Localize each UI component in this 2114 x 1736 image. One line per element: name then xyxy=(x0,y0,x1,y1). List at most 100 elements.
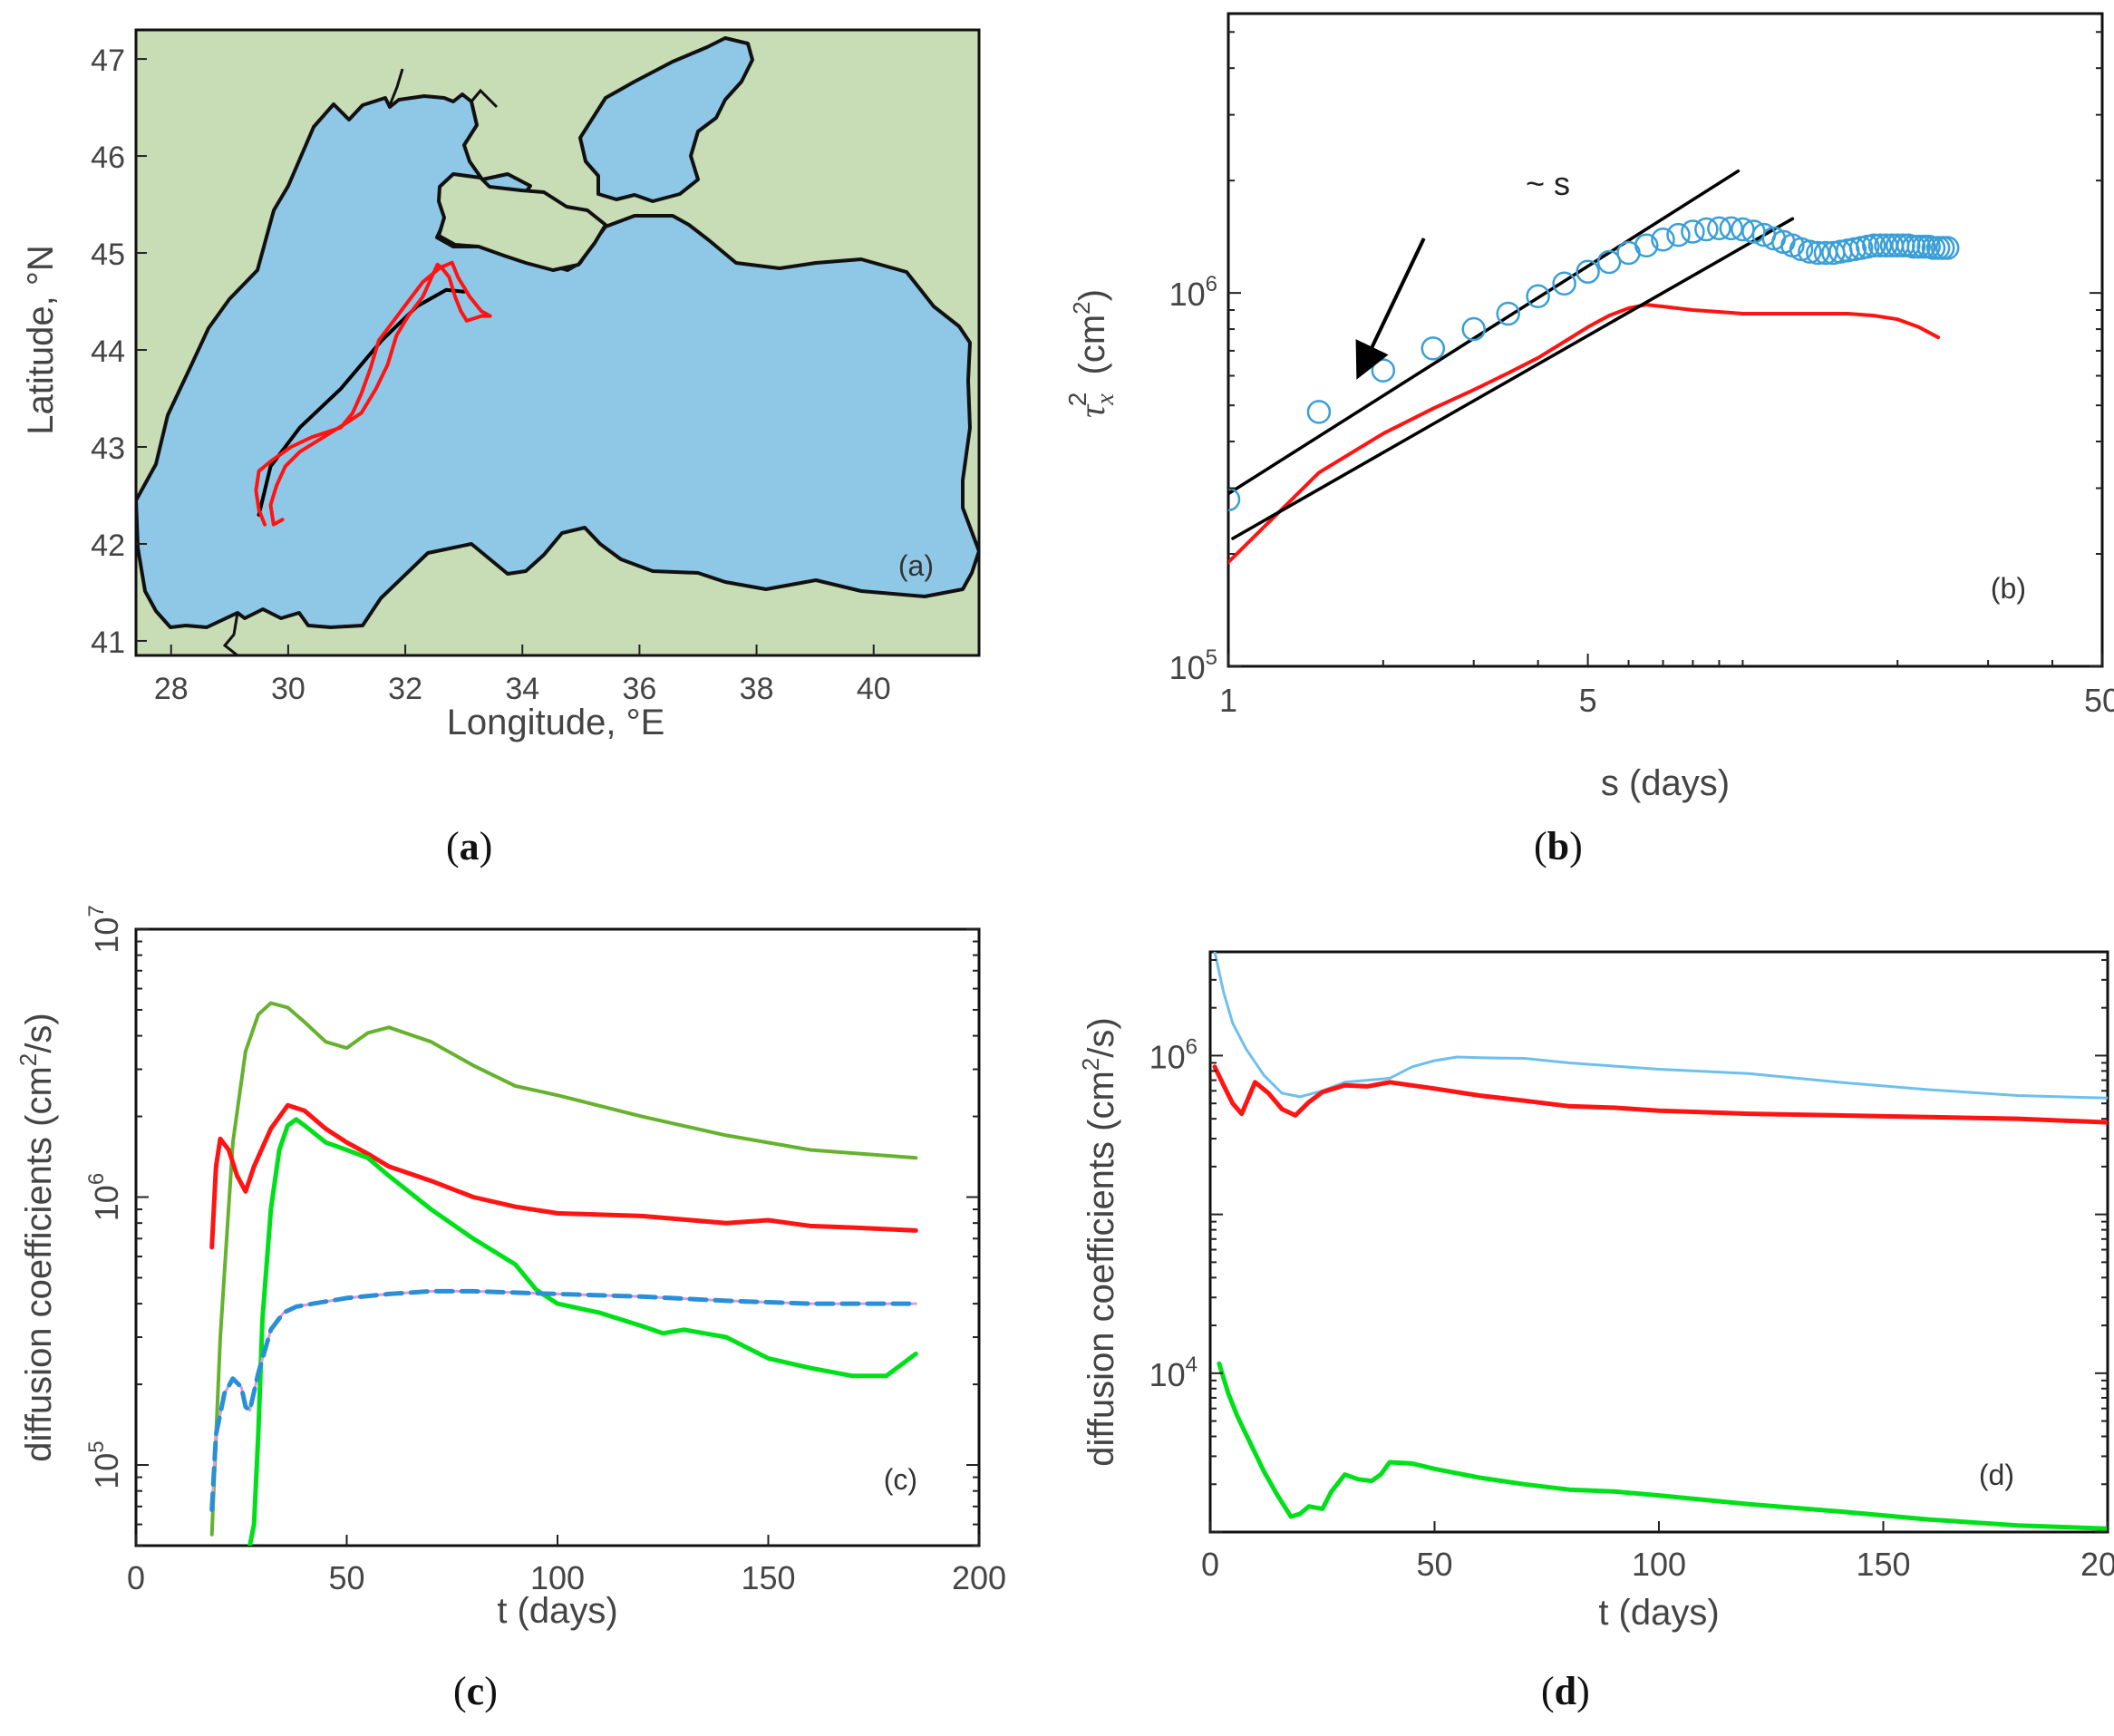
x-tick-label-d: 200 xyxy=(2080,1546,2114,1583)
data-point-circle xyxy=(1901,234,1926,259)
x-tick-label-a: 38 xyxy=(740,672,774,706)
data-point-circle xyxy=(1634,233,1659,258)
bosporus-strait xyxy=(222,612,239,655)
plot-frame-c xyxy=(134,927,981,1547)
bright_green-series xyxy=(247,1117,918,1546)
data-point-circle xyxy=(1867,233,1893,258)
axes-c: 0 50 100 150 200 105 106 107 xyxy=(84,905,1006,1596)
data-point-circle xyxy=(1596,249,1622,275)
x-tick-label-c: 0 xyxy=(127,1559,145,1596)
panel-d: 0 50 100 150 200 104 106 (d) t (days) diffusio… xyxy=(1077,950,2114,1633)
plot-frame-b xyxy=(1227,12,2104,668)
data-point-circle xyxy=(1496,301,1520,326)
red-trajectory xyxy=(254,260,492,527)
light_blue-series xyxy=(1213,952,2108,1100)
data-point-circle xyxy=(1576,259,1600,284)
data-point-circle xyxy=(1306,400,1332,424)
x-tick-label-d: 50 xyxy=(1416,1546,1452,1583)
y-tick-label-c: 107 xyxy=(84,905,125,953)
panel-a: 28 30 32 34 36 38 40 41 42 43 44 45 46 47 (a) Longitu… xyxy=(21,28,981,742)
data-point-circle xyxy=(1681,219,1705,244)
x-axis-title-b: s (days) xyxy=(1601,763,1730,803)
map-trajectories xyxy=(254,260,492,527)
y-tick-label-a: 43 xyxy=(91,432,125,466)
caption-a: (a) xyxy=(446,824,493,868)
y-tick-label-b: 106 xyxy=(1169,272,1217,313)
pink-series-under-dash xyxy=(210,1289,917,1511)
panel-b: 1 5 50 105 106 ~ s (b) s (days) τx2 (cm2) xyxy=(1063,12,2114,803)
x-tick-label-b: 5 xyxy=(1579,682,1597,719)
data-point-circle xyxy=(1421,336,1446,361)
y-axis-title-a: Latitude, °N xyxy=(21,245,61,434)
y-tick-label-b: 105 xyxy=(1169,645,1217,686)
y-tick-label-a: 41 xyxy=(91,626,125,660)
data-point-circle xyxy=(1798,239,1822,264)
axes-b: 1 5 50 105 106 xyxy=(1169,31,2114,719)
svg-text:diffusion coefficients (cm2/s): diffusion coefficients (cm2/s) xyxy=(15,1013,59,1461)
data-point-circle xyxy=(1694,217,1719,242)
map-axes: 28 30 32 34 36 38 40 41 42 43 44 45 46 47 xyxy=(91,44,890,706)
data-point-circle xyxy=(1666,222,1691,247)
x-axis-title-d: t (days) xyxy=(1598,1593,1719,1633)
y-tick-label-a: 44 xyxy=(91,335,125,369)
y-tick-label-d: 104 xyxy=(1149,1353,1198,1393)
inset-label-c: (c) xyxy=(884,1463,917,1496)
sea-of-azov xyxy=(578,36,754,203)
inset-label-a: (a) xyxy=(898,549,934,582)
y-tick-label-c: 105 xyxy=(84,1440,125,1489)
data-point-circle xyxy=(1651,227,1675,252)
x-tick-label-a: 32 xyxy=(388,672,422,706)
x-tick-label-d: 150 xyxy=(1856,1546,1910,1583)
y-tick-label-a: 46 xyxy=(91,141,125,175)
bright_green-series xyxy=(1217,1361,2108,1531)
data-point-circle xyxy=(1228,487,1241,512)
annotation-arrow xyxy=(1355,238,1426,380)
data-point-circle xyxy=(1371,358,1396,383)
x-tick-label-c: 100 xyxy=(530,1559,585,1596)
map-frame xyxy=(134,28,981,657)
data-point-circle xyxy=(1526,284,1550,309)
black-sea-water xyxy=(136,92,979,629)
annotation-tilde-s: ~ s xyxy=(1526,165,1570,202)
data-point-circle xyxy=(1461,316,1486,342)
x-axis-title-a: Longitude, °E xyxy=(447,703,665,742)
dnieper-estuary xyxy=(388,68,499,109)
red-series xyxy=(209,1102,918,1250)
caption-c: (c) xyxy=(453,1669,498,1713)
x-tick-label-b: 50 xyxy=(2084,682,2114,719)
x-tick-label-a: 30 xyxy=(271,672,305,706)
power-law-fit-line xyxy=(1231,217,1795,540)
plot-area-b xyxy=(1228,169,1960,565)
y-tick-label-a: 47 xyxy=(91,44,125,78)
y-tick-label-a: 42 xyxy=(91,529,125,563)
data-point-circle xyxy=(1707,216,1731,241)
dashed-blue-series xyxy=(209,1288,918,1512)
y-tick-label-d: 106 xyxy=(1149,1034,1198,1075)
inset-label-d: (d) xyxy=(1979,1459,2014,1491)
inset-label-b: (b) xyxy=(1991,572,2026,605)
x-tick-label-c: 50 xyxy=(328,1559,364,1596)
x-tick-label-c: 150 xyxy=(741,1559,795,1596)
plot-area-c xyxy=(209,1001,918,1546)
x-tick-label-a: 36 xyxy=(623,672,657,706)
x-tick-label-d: 100 xyxy=(1632,1546,1686,1583)
data-point-circle xyxy=(1552,271,1576,296)
data-point-circle xyxy=(1861,233,1886,258)
plot-area-d xyxy=(1212,952,2108,1531)
x-tick-label-a: 28 xyxy=(154,672,189,706)
red-series xyxy=(1212,1064,2108,1125)
y-axis-title-b: τx2 (cm2) xyxy=(1063,289,1120,418)
x-tick-label-d: 0 xyxy=(1201,1546,1219,1583)
red-series xyxy=(1228,303,1941,565)
y-tick-label-c: 106 xyxy=(84,1173,125,1221)
olive_green-series xyxy=(209,1001,918,1537)
x-tick-label-b: 1 xyxy=(1219,682,1237,719)
x-tick-label-c: 200 xyxy=(952,1559,1006,1596)
y-tick-label-a: 45 xyxy=(91,238,125,272)
plot-frame-d xyxy=(1208,950,2109,1534)
axes-d: 0 50 100 150 200 104 106 xyxy=(1149,958,2114,1583)
data-point-circle xyxy=(1935,236,1960,260)
svg-text:diffusion coefficients (cm2/s): diffusion coefficients (cm2/s) xyxy=(1077,1017,1121,1466)
crimea-peninsula xyxy=(437,172,607,272)
